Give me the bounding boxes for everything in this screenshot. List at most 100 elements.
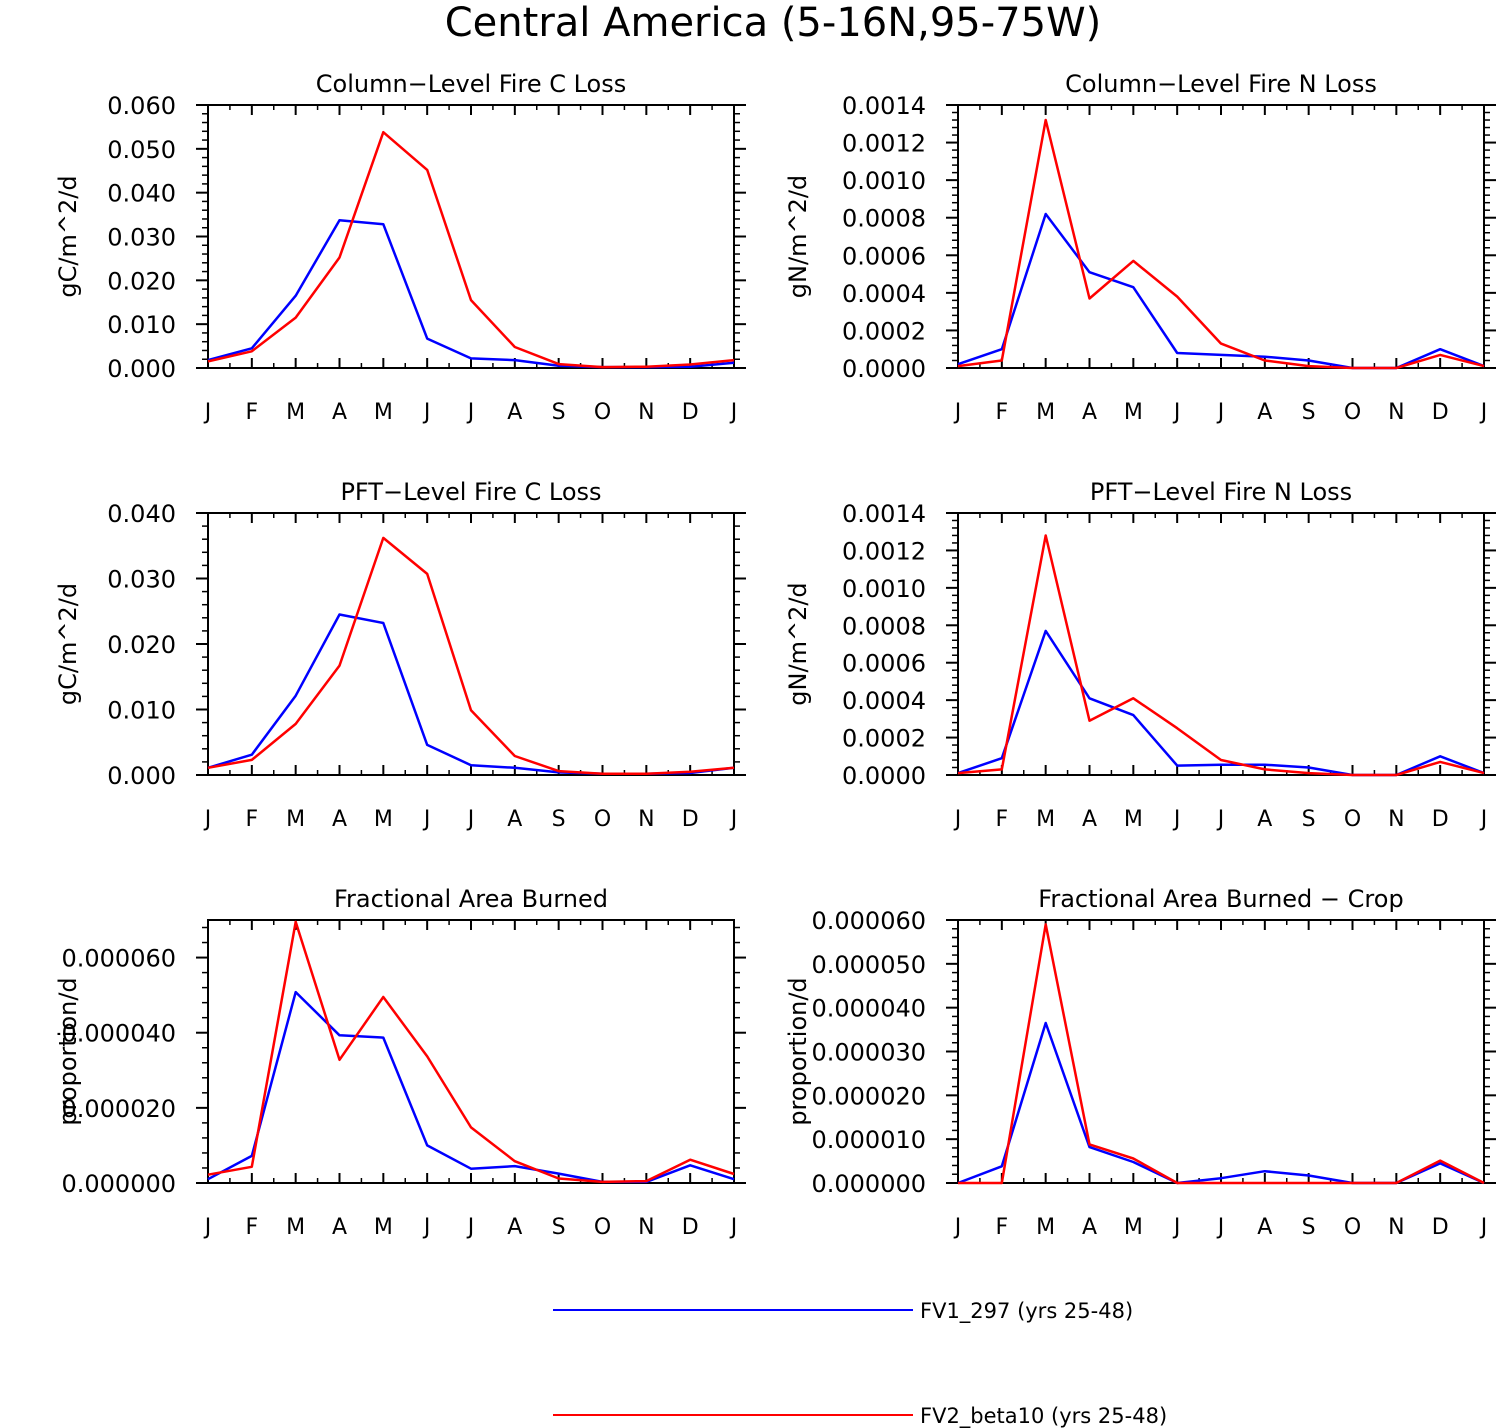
y-tick-label: 0.0008 [842,205,926,233]
x-tick-label: F [996,1215,1009,1240]
x-tick-label: D [682,1215,699,1240]
x-tick-label: O [594,400,611,425]
x-tick-label: J [466,807,475,832]
chart-panel-2: J F M A M J J A S O N D J 0.0000 0.0002 0.0004 0.0006 0.0… [784,70,1496,425]
x-tick-label: N [1388,807,1404,832]
x-tick-label: F [246,807,259,832]
plot-frame [207,919,735,1184]
chart-title: Column−Level Fire C Loss [316,70,627,98]
y-tick-label: 0.000 [107,762,176,790]
y-tick-label: 0.0002 [842,725,926,753]
x-tick-label: N [638,807,654,832]
series-line-1 [957,629,1485,777]
chart-panel-4: J F M A M J J A S O N D J 0.0000 0.0002 0.0004 0.0006 0.0… [784,478,1496,832]
y-tick-label: 0.040 [107,180,176,208]
x-tick-label: F [246,400,259,425]
x-tick-label: J [1216,807,1225,832]
y-tick-label: 0.0012 [842,130,926,158]
legend: FV1_297 (yrs 25-48) FV2_beta10 (yrs 25-4… [553,1299,1167,1428]
x-tick-label: A [507,400,522,425]
x-tick-label: S [552,807,566,832]
series-line-2 [207,536,735,775]
x-tick-label: A [332,400,347,425]
x-tick-label: M [1124,807,1143,832]
x-tick-label: J [422,400,431,425]
x-tick-label: N [1388,1215,1404,1240]
x-tick-label: F [996,807,1009,832]
x-tick-label: F [996,400,1009,425]
y-tick-label: 0.010 [107,311,176,339]
x-tick-label: O [594,807,611,832]
y-tick-label: 0.020 [107,631,176,659]
y-tick-label: 0.000000 [811,1170,926,1198]
x-tick-label: J [729,1215,738,1240]
series-line-2 [957,534,1485,777]
y-tick-label: 0.0002 [842,317,926,345]
x-tick-label: O [1344,807,1361,832]
y-tick-label: 0.0004 [842,280,926,308]
x-tick-label: S [1302,807,1316,832]
plot-frame [957,104,1485,369]
series-line-1 [957,1021,1485,1185]
x-tick-label: A [332,807,347,832]
series-line-1 [207,990,735,1184]
x-tick-label: J [729,400,738,425]
x-tick-label: N [1388,400,1404,425]
x-tick-label: A [507,1215,522,1240]
x-tick-label: M [286,400,305,425]
x-tick-label: A [1257,807,1272,832]
x-tick-label: A [1082,400,1097,425]
x-tick-label: J [422,1215,431,1240]
x-tick-label: S [552,400,566,425]
x-tick-label: O [1344,1215,1361,1240]
chart-panel-5: J F M A M J J A S O N D J 0.000000 0.000020 0.000040 0.0… [54,885,746,1240]
x-tick-label: S [552,1215,566,1240]
x-tick-label: D [1432,1215,1449,1240]
x-tick-label: J [1479,400,1488,425]
x-tick-label: O [1344,400,1361,425]
x-tick-label: F [246,1215,259,1240]
y-axis-label: gC/m^2/d [54,583,82,705]
x-tick-label: J [422,807,431,832]
y-tick-label: 0.0008 [842,612,926,640]
x-tick-label: D [1432,400,1449,425]
x-tick-label: A [1082,1215,1097,1240]
y-tick-label: 0.000040 [811,995,926,1023]
x-tick-label: M [1124,400,1143,425]
y-axis-label: gN/m^2/d [784,582,812,705]
chart-panel-1: J F M A M J J A S O N D J 0.000 0.010 0.020 0.030 0.040 0.… [54,70,746,425]
chart-title: Column−Level Fire N Loss [1065,70,1377,98]
x-tick-label: D [1432,807,1449,832]
y-tick-label: 0.0012 [842,537,926,565]
y-tick-label: 0.000050 [811,951,926,979]
chart-title: Fractional Area Burned [334,885,608,913]
x-tick-label: J [953,400,962,425]
x-tick-label: J [1216,1215,1225,1240]
series-line-1 [207,613,735,775]
x-tick-label: A [1257,400,1272,425]
plot-frame [957,512,1485,776]
plot-frame [207,104,735,369]
y-axis-label: proportion/d [784,977,812,1125]
series-line-2 [207,920,735,1184]
y-tick-label: 0.0010 [842,167,926,195]
x-tick-label: J [953,1215,962,1240]
x-tick-label: J [1172,1215,1181,1240]
x-tick-label: M [1124,1215,1143,1240]
chart-panels: J F M A M J J A S O N D J 0.000 0.010 0.020 0.030 0.040 0.… [54,70,1496,1240]
y-tick-label: 0.0014 [842,92,926,120]
chart-title: Fractional Area Burned − Crop [1038,885,1403,913]
x-tick-label: D [682,400,699,425]
y-tick-label: 0.020 [107,267,176,295]
x-tick-label: M [286,807,305,832]
y-tick-label: 0.000040 [61,1020,176,1048]
y-tick-label: 0.000030 [811,1039,926,1067]
x-tick-label: S [1302,1215,1316,1240]
y-tick-label: 0.000010 [811,1126,926,1154]
chart-title: PFT−Level Fire N Loss [1090,478,1352,506]
x-tick-label: N [638,400,654,425]
y-tick-label: 0.000020 [61,1095,176,1123]
x-tick-label: J [953,807,962,832]
y-axis-label: gC/m^2/d [54,175,82,297]
